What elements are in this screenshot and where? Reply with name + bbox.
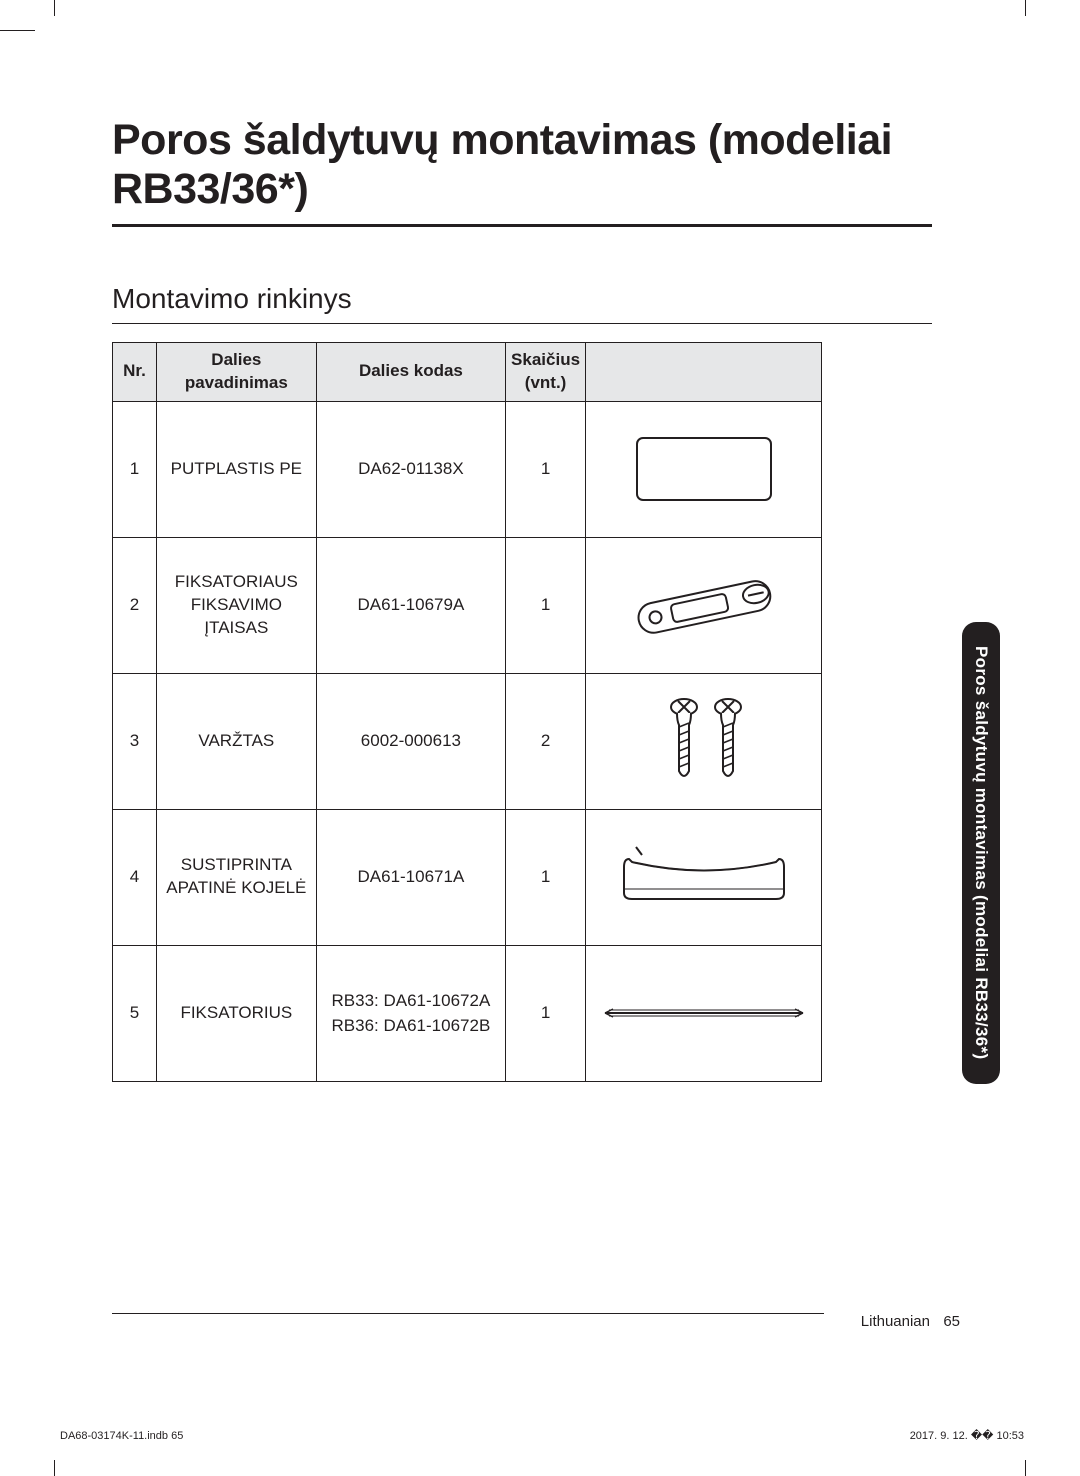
section-subtitle: Montavimo rinkinys: [112, 283, 932, 324]
crop-mark: [1025, 0, 1026, 16]
table-row: 1 PUTPLASTIS PE DA62-01138X 1: [113, 401, 822, 537]
cell-qty: 1: [506, 401, 586, 537]
crop-mark: [0, 30, 35, 31]
screws-icon: [639, 691, 769, 791]
footer-rule: [112, 1313, 824, 1314]
cell-name: SUSTIPRINTA APATINĖ KOJELĖ: [156, 809, 316, 945]
cell-illustration: [586, 537, 822, 673]
th-name: Dalies pavadinimas: [156, 343, 316, 402]
table-row: 5 FIKSATORIUS RB33: DA61-10672ARB36: DA6…: [113, 945, 822, 1081]
table-row: 4 SUSTIPRINTA APATINĖ KOJELĖ DA61-10671A…: [113, 809, 822, 945]
footer-language: Lithuanian: [861, 1313, 930, 1330]
cell-code: DA61-10671A: [316, 809, 505, 945]
side-tab-label: Poros šaldytuvų montavimas (modeliai RB3…: [971, 646, 991, 1059]
cell-code: 6002-000613: [316, 673, 505, 809]
fixer-bar-icon: [599, 1001, 809, 1025]
page-title: Poros šaldytuvų montavimas (modeliai RB3…: [112, 116, 932, 227]
table-row: 3 VARŽTAS 6002-000613 2: [113, 673, 822, 809]
cell-code: DA62-01138X: [316, 401, 505, 537]
section-side-tab: Poros šaldytuvų montavimas (modeliai RB3…: [962, 622, 1000, 1084]
footer-page-number: 65: [943, 1313, 960, 1330]
cell-nr: 2: [113, 537, 157, 673]
cell-name: FIKSATORIUS: [156, 945, 316, 1081]
cell-nr: 3: [113, 673, 157, 809]
page-content: Poros šaldytuvų montavimas (modeliai RB3…: [112, 116, 932, 1082]
crop-mark: [1025, 1460, 1026, 1476]
cell-name: PUTPLASTIS PE: [156, 401, 316, 537]
cell-qty: 1: [506, 945, 586, 1081]
bottom-reinforce-icon: [604, 837, 804, 917]
foam-pe-icon: [629, 430, 779, 508]
th-qty: Skaičius (vnt.): [506, 343, 586, 402]
cell-nr: 5: [113, 945, 157, 1081]
th-nr: Nr.: [113, 343, 157, 402]
cell-nr: 4: [113, 809, 157, 945]
crop-mark: [54, 0, 55, 16]
footer-doc-id: DA68-03174K-11.indb 65: [60, 1430, 183, 1442]
footer-timestamp: 2017. 9. 12. �� 10:53: [910, 1429, 1024, 1442]
th-code: Dalies kodas: [316, 343, 505, 402]
fixer-plate-icon: [609, 565, 799, 645]
table-row: 2 FIKSATORIAUS FIKSAVIMO ĮTAISAS DA61-10…: [113, 537, 822, 673]
crop-mark: [54, 1460, 55, 1476]
cell-illustration: [586, 809, 822, 945]
cell-name: FIKSATORIAUS FIKSAVIMO ĮTAISAS: [156, 537, 316, 673]
cell-name: VARŽTAS: [156, 673, 316, 809]
th-img: [586, 343, 822, 402]
cell-code: RB33: DA61-10672ARB36: DA61-10672B: [316, 945, 505, 1081]
cell-code: DA61-10679A: [316, 537, 505, 673]
cell-illustration: [586, 401, 822, 537]
cell-qty: 2: [506, 673, 586, 809]
cell-qty: 1: [506, 537, 586, 673]
cell-illustration: [586, 673, 822, 809]
cell-qty: 1: [506, 809, 586, 945]
parts-table: Nr. Dalies pavadinimas Dalies kodas Skai…: [112, 342, 822, 1082]
table-header-row: Nr. Dalies pavadinimas Dalies kodas Skai…: [113, 343, 822, 402]
cell-illustration: [586, 945, 822, 1081]
cell-nr: 1: [113, 401, 157, 537]
